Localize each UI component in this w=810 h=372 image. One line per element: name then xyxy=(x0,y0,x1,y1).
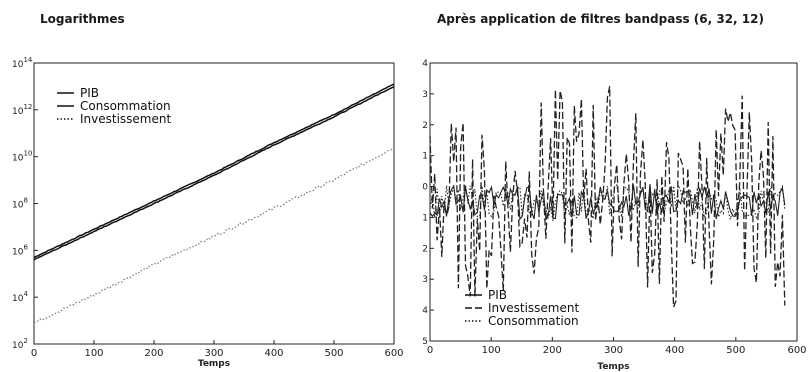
right-legend-label: Investissement xyxy=(488,301,579,315)
right-x-tick-label: 0 xyxy=(427,345,433,356)
right-x-axis-label: Temps xyxy=(597,362,629,372)
right-y-tick-label: 0 xyxy=(422,183,428,193)
left-y-tick-label: 106 xyxy=(12,243,28,257)
right-y-tick-label: 1 xyxy=(422,152,428,162)
left-series-investissement xyxy=(33,146,395,324)
left-series-consommation xyxy=(33,85,395,261)
left-x-tick-label: 300 xyxy=(204,348,223,359)
right-y-tick-label: 4 xyxy=(422,306,428,316)
left-series-pib xyxy=(33,83,395,259)
right-series-consommation xyxy=(429,183,786,221)
left-y-tick-label: 108 xyxy=(12,197,28,211)
right-y-tick-label: 2 xyxy=(422,244,428,254)
right-y-tick-label: 4 xyxy=(422,59,428,69)
right-legend-label: PIB xyxy=(488,288,507,302)
right-x-tick-label: 600 xyxy=(787,345,806,356)
right-y-tick-label: 3 xyxy=(422,90,428,100)
left-legend-label: PIB xyxy=(80,86,99,100)
left-x-axis-label: Temps xyxy=(198,359,230,369)
right-x-tick-label: 200 xyxy=(543,345,562,356)
left-x-tick-label: 500 xyxy=(324,348,343,359)
right-y-tick-label: 1 xyxy=(422,213,428,223)
right-chart-title: Après application de filtres bandpass (6… xyxy=(437,12,764,26)
right-x-tick-label: 100 xyxy=(482,345,501,356)
left-x-tick-label: 100 xyxy=(84,348,103,359)
right-x-tick-label: 300 xyxy=(604,345,623,356)
left-x-tick-label: 400 xyxy=(264,348,283,359)
right-x-tick-label: 500 xyxy=(726,345,745,356)
left-y-tick-label: 104 xyxy=(12,290,28,304)
left-y-tick-label: 102 xyxy=(12,337,28,351)
left-chart-title: Logarithmes xyxy=(40,12,125,26)
right-y-tick-label: 3 xyxy=(422,275,428,285)
left-y-tick-label: 1014 xyxy=(12,56,33,70)
left-legend-label: Consommation xyxy=(80,99,171,113)
right-x-tick-label: 400 xyxy=(665,345,684,356)
right-series-investissement xyxy=(429,86,786,308)
right-y-tick-label: 5 xyxy=(422,337,428,347)
left-legend-label: Investissement xyxy=(80,112,171,126)
left-y-tick-label: 1012 xyxy=(12,103,32,117)
left-y-tick-label: 1010 xyxy=(12,150,32,164)
left-x-tick-label: 600 xyxy=(384,348,403,359)
left-x-tick-label: 200 xyxy=(144,348,163,359)
right-legend-label: Consommation xyxy=(488,314,579,328)
left-x-tick-label: 0 xyxy=(31,348,37,359)
right-y-tick-label: 2 xyxy=(422,121,428,131)
